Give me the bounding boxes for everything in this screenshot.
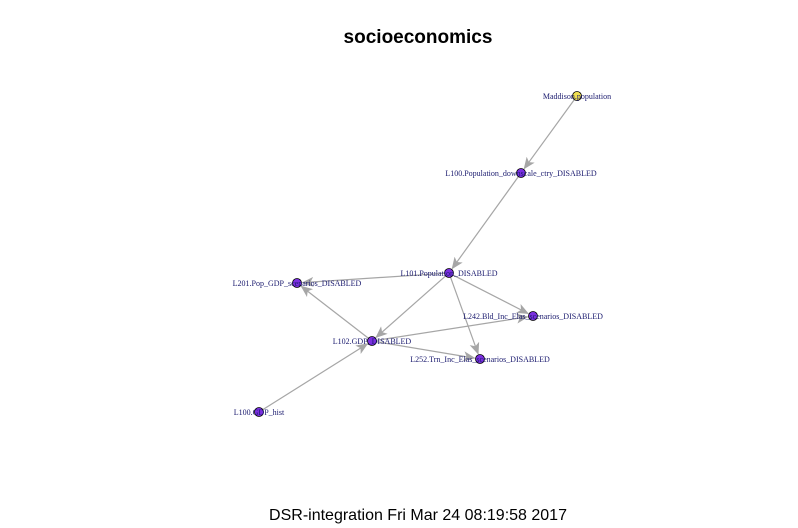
node-label-l242: L242.Bld_Inc_Elas_scenarios_DISABLED: [463, 312, 603, 321]
edge-l101pop-to-l201: [301, 272, 445, 287]
node-maddison[interactable]: [572, 91, 582, 101]
edge-l102-to-l252: [376, 341, 476, 362]
node-label-l100pop: L100.Population_downscale_ctry_DISABLED: [445, 169, 597, 178]
edge-l101pop-to-l102: [375, 275, 447, 339]
node-l252[interactable]: [475, 354, 485, 364]
edge-l100pop-to-l101pop: [451, 176, 519, 270]
edge-l102-to-l201: [300, 285, 369, 339]
node-label-l201: L201.Pop_GDP_scenarios_DISABLED: [233, 279, 362, 288]
node-label-l100gdp: L100.GDP_hist: [234, 408, 285, 417]
edge-l101pop-to-l242: [452, 274, 529, 315]
edge-l100gdp-to-l102: [262, 343, 369, 411]
node-l100pop[interactable]: [516, 168, 526, 178]
node-label-l102: L102.GDP_DISABLED: [333, 337, 412, 346]
diagram-title: socioeconomics: [343, 27, 493, 48]
edge-l102-to-l242: [376, 313, 529, 341]
edge-l101pop-to-l252: [449, 277, 480, 355]
node-l201[interactable]: [292, 278, 302, 288]
node-l242[interactable]: [528, 311, 538, 321]
node-l100gdp[interactable]: [254, 407, 264, 417]
edge-maddison-to-l100pop: [523, 99, 575, 170]
node-l101pop[interactable]: [444, 268, 454, 278]
node-label-l252: L252.Trn_Inc_Elas_scenarios_DISABLED: [410, 355, 550, 364]
node-label-maddison: Maddison.population: [543, 92, 611, 101]
node-l102[interactable]: [367, 336, 377, 346]
footer-timestamp: DSR-integration Fri Mar 24 08:19:58 2017: [269, 507, 567, 524]
node-label-l101pop: L101.Population_DISABLED: [400, 269, 497, 278]
